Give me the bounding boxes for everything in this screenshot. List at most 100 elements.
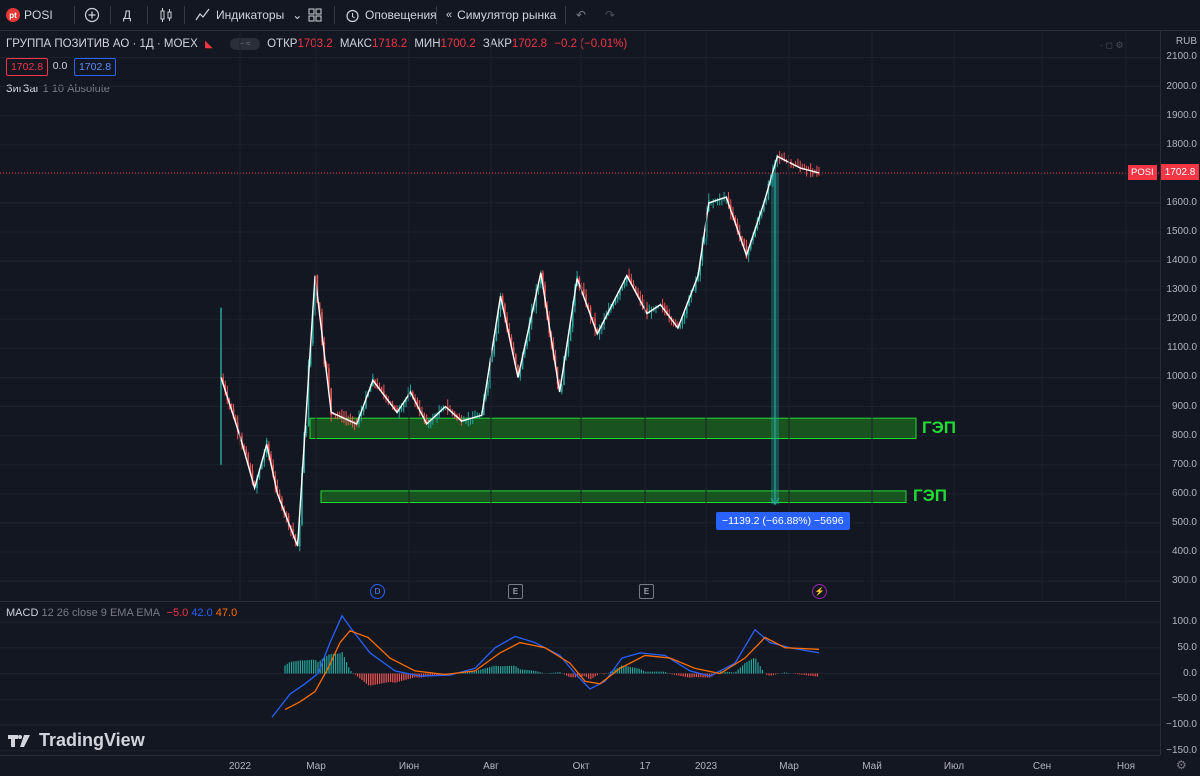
candle-body	[247, 454, 250, 466]
zigzag-line	[220, 155, 820, 547]
candle-body	[451, 410, 454, 413]
earnings-event-icon-2[interactable]: E	[639, 584, 654, 599]
candle-body	[594, 318, 596, 329]
candle-body	[405, 398, 407, 403]
candle-body	[747, 248, 750, 256]
axis-settings-gear-icon[interactable]: ⚙	[1176, 758, 1187, 772]
alerts-button[interactable]: Оповещения	[345, 0, 437, 30]
layout-grid-icon[interactable]	[308, 0, 322, 30]
candle-body	[394, 405, 396, 409]
candle-body	[526, 340, 528, 347]
time-tick: Сен	[1032, 761, 1052, 772]
symbol-search-button[interactable]: POSI	[24, 0, 53, 30]
candle-body	[630, 278, 633, 285]
macd-tick: −150.0	[1166, 744, 1197, 756]
candle-body	[374, 380, 376, 384]
interval-button[interactable]: Д	[123, 0, 131, 30]
currency-label[interactable]: RUB	[1175, 36, 1197, 47]
zigzag-name: ЗигЗаг	[6, 83, 40, 95]
time-tick: Мар	[306, 761, 326, 772]
candle-body	[589, 307, 592, 318]
ask-box[interactable]: 1702.8	[74, 58, 116, 76]
lightning-event-icon[interactable]: ⚡	[812, 584, 827, 599]
candle-body	[312, 309, 314, 344]
time-tick: Июл	[943, 761, 965, 772]
close-value: 1702.8	[511, 38, 548, 51]
candle-body	[699, 260, 702, 276]
candle-body	[489, 361, 491, 382]
add-symbol-icon[interactable]	[84, 0, 100, 30]
replay-button[interactable]: « Симулятор рынка	[446, 0, 556, 30]
indicators-label: Индикаторы	[216, 8, 285, 22]
bid-box[interactable]: 1702.8	[6, 58, 48, 76]
time-tick: Мар	[779, 761, 799, 772]
price-tick: 600.0	[1171, 487, 1197, 499]
candle-body	[705, 210, 708, 239]
undo-icon[interactable]: ↶	[576, 8, 587, 22]
candle-body	[287, 515, 290, 526]
price-tick: 1900.0	[1166, 109, 1197, 121]
price-chart[interactable]	[0, 31, 1160, 601]
alarm-clock-icon	[346, 9, 359, 22]
macd-legend[interactable]: MACD 12 26 close 9 EMA EMA −5.0 42.0 47.…	[6, 607, 237, 619]
candle-body	[444, 407, 447, 409]
candle-body	[499, 296, 502, 311]
candle-body	[512, 346, 515, 355]
candle-body	[686, 305, 688, 314]
candle-body	[510, 337, 513, 347]
zigzag-indicator-label[interactable]: ЗигЗаг 1 10 Absolute	[6, 83, 110, 95]
flag-icon[interactable]: ◣	[204, 39, 213, 51]
current-price-tag: 1702.8	[1161, 164, 1199, 180]
time-tick: Май	[862, 761, 882, 772]
candle-body	[571, 305, 574, 328]
candle-body	[517, 364, 519, 375]
macd-pane[interactable]	[0, 602, 1160, 755]
measure-arrow-head	[770, 497, 780, 506]
candle-body	[639, 296, 642, 300]
redo-icon[interactable]: ↷	[605, 8, 616, 22]
price-axis[interactable]: RUB 2100.02000.01900.01800.01700.01600.0…	[1160, 31, 1200, 756]
candle-body	[641, 299, 644, 306]
open-value: 1703.2	[297, 38, 333, 51]
candles-icon[interactable]	[158, 0, 174, 30]
candle-body	[767, 183, 770, 200]
price-tick: 1100.0	[1167, 342, 1197, 354]
candle-body	[754, 229, 756, 238]
candle-body	[701, 242, 704, 261]
time-tick: Авг	[483, 761, 499, 772]
candle-body	[506, 316, 508, 330]
candle-body	[752, 237, 754, 241]
price-tick: 500.0	[1171, 516, 1197, 528]
candle-body	[537, 284, 540, 290]
candle-body	[485, 392, 487, 400]
candle-body	[504, 304, 506, 317]
time-axis[interactable]: 2022 Мар Июн Авг Окт 17 2023 Мар Май Июл Сен Ноя	[0, 755, 1160, 776]
candle-body	[591, 317, 594, 319]
chart-settings-icons[interactable]: · ◻ ⚙	[1100, 40, 1124, 50]
pane-separator[interactable]	[0, 601, 1160, 602]
zigzag-params: 1 10 Absolute	[42, 83, 110, 95]
candle-body	[281, 498, 283, 509]
candle-body	[621, 286, 624, 290]
low-label: МИН	[414, 38, 441, 51]
market-status-icon[interactable]: − ≈	[229, 38, 260, 50]
candle-body	[423, 413, 426, 420]
candle-body	[398, 410, 401, 413]
tradingview-logo[interactable]: TradingView	[8, 730, 145, 751]
candle-body	[358, 416, 360, 424]
candle-body	[396, 408, 398, 414]
earnings-event-icon[interactable]: E	[508, 584, 523, 599]
candle-body	[619, 289, 621, 296]
candle-body	[565, 353, 567, 357]
candle-body	[501, 295, 504, 305]
candle-body	[727, 197, 730, 205]
candle-body	[580, 287, 583, 290]
dividend-event-icon[interactable]: D	[370, 584, 385, 599]
candle-body	[681, 316, 684, 325]
candle-body	[307, 365, 310, 426]
indicators-button[interactable]: Индикаторы ⌄	[195, 0, 302, 30]
candle-body	[318, 302, 321, 313]
candle-body	[616, 295, 619, 300]
close-label: ЗАКР	[482, 38, 512, 51]
macd-tick: 50.0	[1177, 641, 1197, 653]
